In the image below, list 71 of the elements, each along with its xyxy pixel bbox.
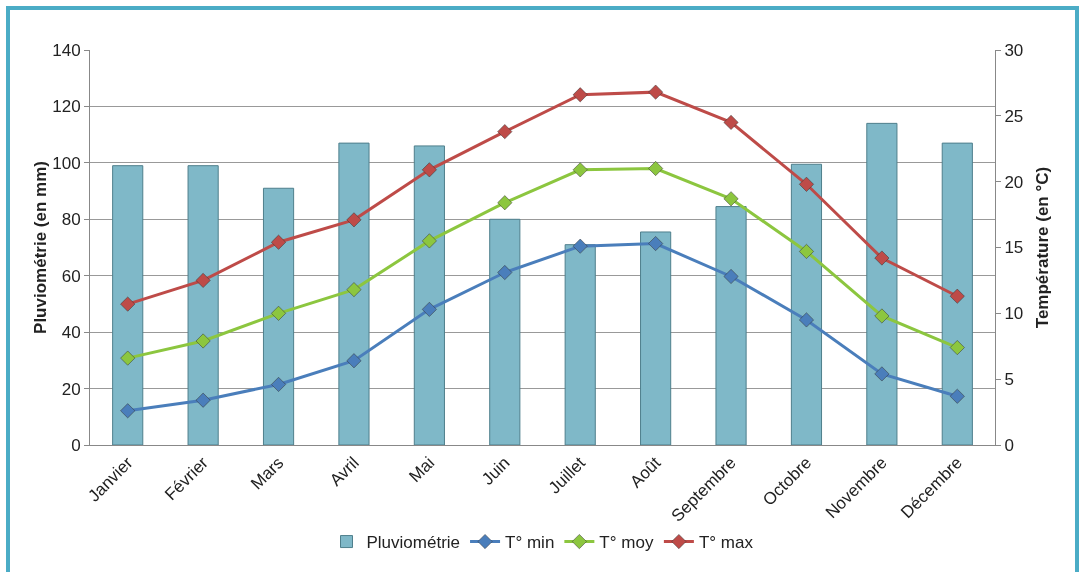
legend-label: T° min — [505, 533, 555, 553]
point — [723, 115, 739, 130]
point — [421, 301, 437, 317]
point — [120, 350, 136, 366]
bar — [715, 206, 747, 445]
bar — [640, 231, 672, 445]
y-tick-label: 120 — [52, 97, 81, 117]
point — [874, 308, 890, 324]
bar — [187, 165, 219, 445]
point — [271, 377, 286, 392]
point — [949, 288, 965, 304]
point — [421, 233, 437, 249]
bar — [112, 165, 144, 445]
y2-tick-label: 15 — [1004, 238, 1024, 258]
point — [271, 234, 286, 250]
point — [648, 84, 664, 100]
point — [949, 340, 965, 355]
point — [648, 161, 664, 176]
y2-tick-label: 5 — [1004, 370, 1014, 390]
y2-tick-label: 30 — [1004, 40, 1024, 60]
y2-tick-label: 25 — [1004, 106, 1024, 126]
x-tick-label: Juin — [478, 453, 514, 489]
point — [799, 244, 814, 259]
y-tick-label: 80 — [61, 210, 81, 230]
legend-label: T° moy — [599, 533, 654, 553]
point — [723, 269, 739, 284]
y2-axis-title: Température (en °C) — [1032, 166, 1052, 329]
point — [572, 87, 588, 103]
bar — [866, 122, 898, 445]
y2-tick-label: 0 — [1004, 435, 1014, 455]
point — [949, 388, 965, 404]
point — [723, 191, 739, 207]
point — [195, 392, 211, 408]
bar — [338, 142, 370, 445]
point — [346, 353, 362, 369]
point — [497, 124, 513, 140]
y-tick-label: 60 — [61, 266, 81, 286]
y-tick-label: 40 — [61, 323, 81, 343]
bar — [413, 145, 445, 445]
bar — [262, 187, 295, 445]
point — [572, 162, 588, 178]
legend-label: Pluviométrie — [366, 533, 461, 553]
point — [120, 296, 136, 312]
y-tick-label: 100 — [52, 153, 81, 173]
point — [874, 366, 890, 382]
y-axis-title: Pluviométrie (en mm) — [31, 161, 50, 334]
point — [346, 212, 362, 228]
bar — [564, 244, 596, 445]
legend-label: T° max — [698, 533, 754, 553]
point — [271, 305, 286, 321]
point — [799, 312, 814, 328]
point — [195, 273, 211, 288]
point — [195, 333, 211, 349]
point — [497, 265, 513, 280]
point — [120, 403, 136, 419]
y2-tick-label: 20 — [1004, 172, 1024, 192]
point — [497, 195, 513, 211]
y-tick-label: 0 — [71, 435, 81, 455]
bar — [790, 163, 823, 445]
point — [874, 250, 890, 266]
y-tick-label: 140 — [52, 40, 81, 60]
bar — [941, 142, 973, 445]
point — [421, 162, 437, 178]
y2-tick-label: 10 — [1004, 304, 1024, 324]
point — [346, 282, 362, 298]
y-tick-label: 20 — [61, 379, 81, 399]
point — [648, 236, 664, 251]
point — [572, 238, 588, 254]
bar — [489, 218, 521, 445]
point — [799, 176, 814, 192]
x-tick-label: Mai — [405, 453, 439, 487]
